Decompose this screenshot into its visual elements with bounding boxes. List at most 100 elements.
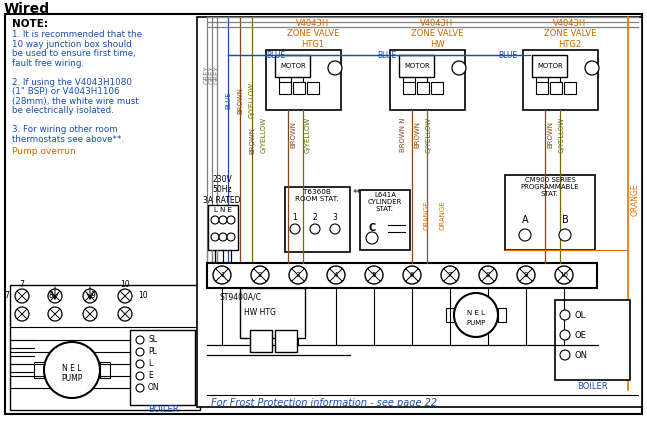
Circle shape	[251, 266, 269, 284]
Text: GREY: GREY	[209, 66, 215, 84]
Text: 7: 7	[19, 280, 25, 289]
Text: V4043H
ZONE VALVE
HTG2: V4043H ZONE VALVE HTG2	[544, 19, 596, 49]
Text: NOTE:: NOTE:	[12, 19, 48, 29]
Text: A: A	[521, 215, 529, 225]
Circle shape	[227, 233, 235, 241]
Circle shape	[310, 224, 320, 234]
Text: ORANGE: ORANGE	[630, 184, 639, 216]
Bar	[240, 288, 305, 338]
Text: G/YELLOW: G/YELLOW	[249, 82, 255, 118]
Text: ORANGE: ORANGE	[440, 200, 446, 230]
Circle shape	[560, 310, 570, 320]
Text: 230V
50Hz
3A RATED: 230V 50Hz 3A RATED	[203, 175, 241, 205]
Text: G/YELLOW: G/YELLOW	[261, 117, 267, 153]
Bar	[403, 82, 415, 94]
Circle shape	[327, 266, 345, 284]
Bar	[250, 330, 272, 352]
Bar	[307, 82, 319, 94]
Bar	[564, 82, 576, 94]
Text: C: C	[368, 223, 376, 233]
Text: V4043H
ZONE VALVE
HTG1: V4043H ZONE VALVE HTG1	[287, 19, 339, 49]
Circle shape	[479, 266, 497, 284]
Bar	[505, 175, 595, 250]
Text: 2: 2	[258, 272, 262, 278]
Bar	[130, 330, 195, 405]
Text: BROWN: BROWN	[290, 122, 296, 149]
Bar	[550, 82, 562, 94]
Text: ORANGE: ORANGE	[424, 200, 430, 230]
Text: 1: 1	[220, 272, 225, 278]
Text: B: B	[562, 215, 568, 225]
Circle shape	[366, 232, 378, 244]
Text: HW HTG: HW HTG	[244, 308, 276, 317]
Circle shape	[227, 216, 235, 224]
Text: BROWN: BROWN	[547, 122, 553, 149]
Text: 3. For wiring other room: 3. For wiring other room	[12, 125, 118, 134]
Bar	[390, 50, 465, 110]
Text: ON: ON	[148, 384, 160, 392]
Circle shape	[560, 350, 570, 360]
Text: 9: 9	[524, 272, 528, 278]
Text: E: E	[148, 371, 153, 381]
Text: fault free wiring.: fault free wiring.	[12, 59, 84, 68]
Circle shape	[213, 266, 231, 284]
Bar	[523, 50, 598, 110]
Circle shape	[519, 229, 531, 241]
Circle shape	[585, 61, 599, 75]
Text: BOILER: BOILER	[148, 405, 179, 414]
Text: BLUE: BLUE	[377, 51, 396, 60]
Text: 1: 1	[292, 213, 298, 222]
Text: 10 way junction box should: 10 way junction box should	[12, 40, 132, 49]
Bar	[100, 362, 110, 378]
Bar	[279, 82, 291, 94]
Text: T6360B
ROOM STAT.: T6360B ROOM STAT.	[295, 189, 339, 202]
Circle shape	[517, 266, 535, 284]
Text: BROWN: BROWN	[249, 127, 255, 154]
Circle shape	[15, 289, 29, 303]
Text: For Frost Protection information - see page 22: For Frost Protection information - see p…	[211, 398, 437, 408]
Circle shape	[211, 216, 219, 224]
Text: 10: 10	[560, 272, 569, 278]
Text: PUMP: PUMP	[61, 374, 83, 383]
Circle shape	[136, 336, 144, 344]
Text: 1. It is recommended that the: 1. It is recommended that the	[12, 30, 142, 39]
Text: G/YELLOW: G/YELLOW	[426, 117, 432, 153]
Circle shape	[555, 266, 573, 284]
Text: ST9400A/C: ST9400A/C	[219, 293, 261, 302]
Bar	[207, 263, 597, 288]
Text: 5: 5	[372, 272, 376, 278]
Text: be used to ensure first time,: be used to ensure first time,	[12, 49, 136, 58]
Text: BLUE: BLUE	[498, 51, 517, 60]
Text: SL: SL	[148, 335, 157, 344]
Text: Pump overrun: Pump overrun	[12, 147, 76, 156]
Circle shape	[136, 348, 144, 356]
Text: BROWN: BROWN	[237, 87, 243, 114]
Text: BLUE: BLUE	[266, 51, 285, 60]
Bar	[208, 205, 238, 250]
Circle shape	[44, 342, 100, 398]
Bar	[275, 55, 310, 77]
Bar	[275, 330, 297, 352]
Circle shape	[330, 224, 340, 234]
Text: L641A
CYLINDER
STAT.: L641A CYLINDER STAT.	[367, 192, 402, 212]
Circle shape	[83, 307, 97, 321]
Circle shape	[48, 307, 62, 321]
Text: (1" BSP) or V4043H1106: (1" BSP) or V4043H1106	[12, 87, 120, 96]
Circle shape	[560, 330, 570, 340]
Bar	[532, 55, 567, 77]
Circle shape	[403, 266, 421, 284]
Text: CM900 SERIES
PROGRAMMABLE
STAT.: CM900 SERIES PROGRAMMABLE STAT.	[521, 177, 579, 197]
Bar	[446, 308, 454, 322]
Circle shape	[136, 384, 144, 392]
Text: 8: 8	[49, 292, 53, 300]
Text: 9: 9	[91, 292, 96, 300]
Bar	[266, 50, 341, 110]
Circle shape	[136, 372, 144, 380]
Text: **: **	[353, 189, 362, 198]
Text: Wired: Wired	[4, 2, 50, 16]
Bar	[197, 17, 642, 407]
Bar	[417, 82, 429, 94]
Text: PL: PL	[148, 347, 157, 357]
Text: 2: 2	[313, 213, 318, 222]
Text: MOTOR: MOTOR	[537, 63, 563, 69]
